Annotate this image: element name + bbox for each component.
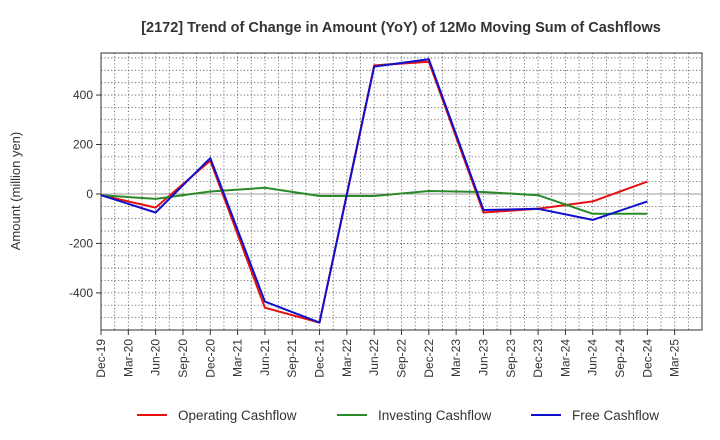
series-line-free-cashflow bbox=[100, 58, 648, 324]
x-tick-label: Jun-24 bbox=[586, 339, 600, 376]
x-tick-label: Mar-22 bbox=[340, 339, 354, 377]
y-tick-label: 200 bbox=[73, 138, 93, 152]
legend-label-free-cashflow: Free Cashflow bbox=[572, 408, 659, 423]
x-tick-label: Sep-24 bbox=[613, 339, 627, 378]
x-tick-label: Mar-24 bbox=[558, 339, 572, 377]
y-tick-label: 400 bbox=[73, 88, 93, 102]
x-tick-label: Sep-21 bbox=[285, 339, 299, 378]
x-tick-label: Mar-20 bbox=[121, 339, 135, 377]
y-tick-label: -400 bbox=[69, 286, 93, 300]
x-tick-label: Jun-21 bbox=[258, 339, 272, 376]
x-tick-label: Dec-22 bbox=[422, 339, 436, 378]
x-tick-label: Dec-19 bbox=[94, 339, 108, 378]
series-line-investing-cashflow bbox=[100, 186, 648, 215]
x-tick-label: Mar-25 bbox=[668, 339, 682, 377]
x-tick-label: Dec-23 bbox=[531, 339, 545, 378]
x-tick-label: Dec-21 bbox=[313, 339, 327, 378]
x-tick-label: Mar-21 bbox=[231, 339, 245, 377]
x-tick-label: Dec-20 bbox=[203, 339, 217, 378]
y-axis-ticks: 400 200 0 -200 -400 bbox=[69, 88, 101, 300]
x-tick-label: Jun-23 bbox=[476, 339, 490, 376]
grid-lines bbox=[101, 53, 702, 330]
x-tick-label: Sep-22 bbox=[395, 339, 409, 378]
y-tick-label: -200 bbox=[69, 236, 93, 250]
legend-label-operating-cashflow: Operating Cashflow bbox=[178, 408, 297, 423]
x-tick-label: Mar-23 bbox=[449, 339, 463, 377]
x-tick-label: Dec-24 bbox=[640, 339, 654, 378]
x-tick-label: Sep-23 bbox=[504, 339, 518, 378]
x-axis-ticks: Dec-19 Mar-20 Jun-20 Sep-20 Dec-20 Mar-21 Jun-… bbox=[94, 330, 682, 378]
x-tick-label: Jun-20 bbox=[149, 339, 163, 376]
chart-title: [2172] Trend of Change in Amount (YoY) o… bbox=[141, 20, 661, 36]
legend-label-investing-cashflow: Investing Cashflow bbox=[378, 408, 492, 423]
x-tick-label: Jun-22 bbox=[367, 339, 381, 376]
y-axis-label: Amount (million yen) bbox=[8, 132, 23, 251]
y-tick-label: 0 bbox=[86, 187, 93, 201]
x-tick-label: Sep-20 bbox=[176, 339, 190, 378]
legend: Operating Cashflow Investing Cashflow Free… bbox=[137, 408, 659, 423]
series-group bbox=[100, 58, 648, 324]
